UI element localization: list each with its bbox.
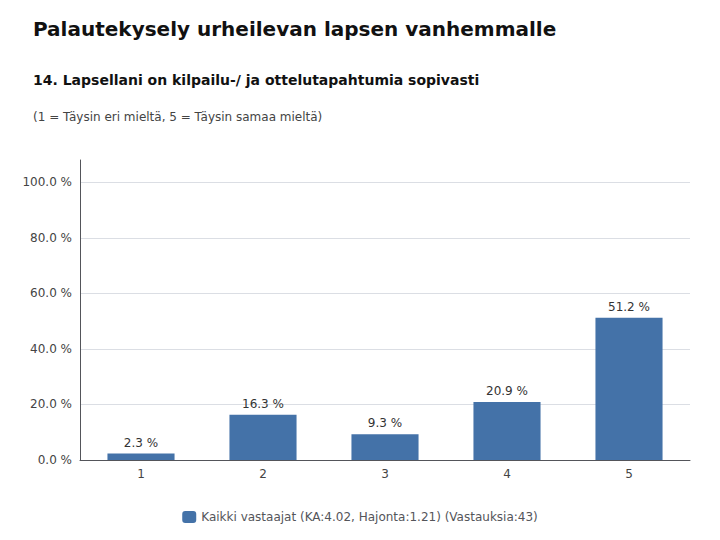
svg-text:80.0 %: 80.0 % — [30, 231, 72, 245]
svg-text:20.9 %: 20.9 % — [486, 384, 528, 398]
svg-text:9.3 %: 9.3 % — [368, 416, 402, 430]
svg-text:5: 5 — [625, 467, 633, 481]
svg-text:100.0 %: 100.0 % — [22, 175, 72, 189]
svg-text:2.3 %: 2.3 % — [124, 436, 158, 450]
svg-text:2: 2 — [259, 467, 267, 481]
svg-text:1: 1 — [137, 467, 145, 481]
svg-text:(1 = Täysin eri mieltä, 5 = Tä: (1 = Täysin eri mieltä, 5 = Täysin samaa… — [33, 110, 322, 124]
svg-text:14. Lapsellani on kilpailu-/ j: 14. Lapsellani on kilpailu-/ ja otteluta… — [33, 72, 479, 88]
svg-text:40.0 %: 40.0 % — [30, 342, 72, 356]
svg-text:Kaikki vastaajat (KA:4.02, Haj: Kaikki vastaajat (KA:4.02, Hajonta:1.21)… — [201, 510, 538, 524]
svg-text:Palautekysely urheilevan lapse: Palautekysely urheilevan lapsen vanhemma… — [33, 17, 556, 41]
svg-text:51.2 %: 51.2 % — [608, 300, 650, 314]
svg-text:3: 3 — [381, 467, 389, 481]
svg-text:16.3 %: 16.3 % — [242, 397, 284, 411]
svg-text:20.0 %: 20.0 % — [30, 397, 72, 411]
svg-text:60.0 %: 60.0 % — [30, 286, 72, 300]
svg-text:4: 4 — [503, 467, 511, 481]
svg-text:0.0 %: 0.0 % — [38, 453, 72, 467]
